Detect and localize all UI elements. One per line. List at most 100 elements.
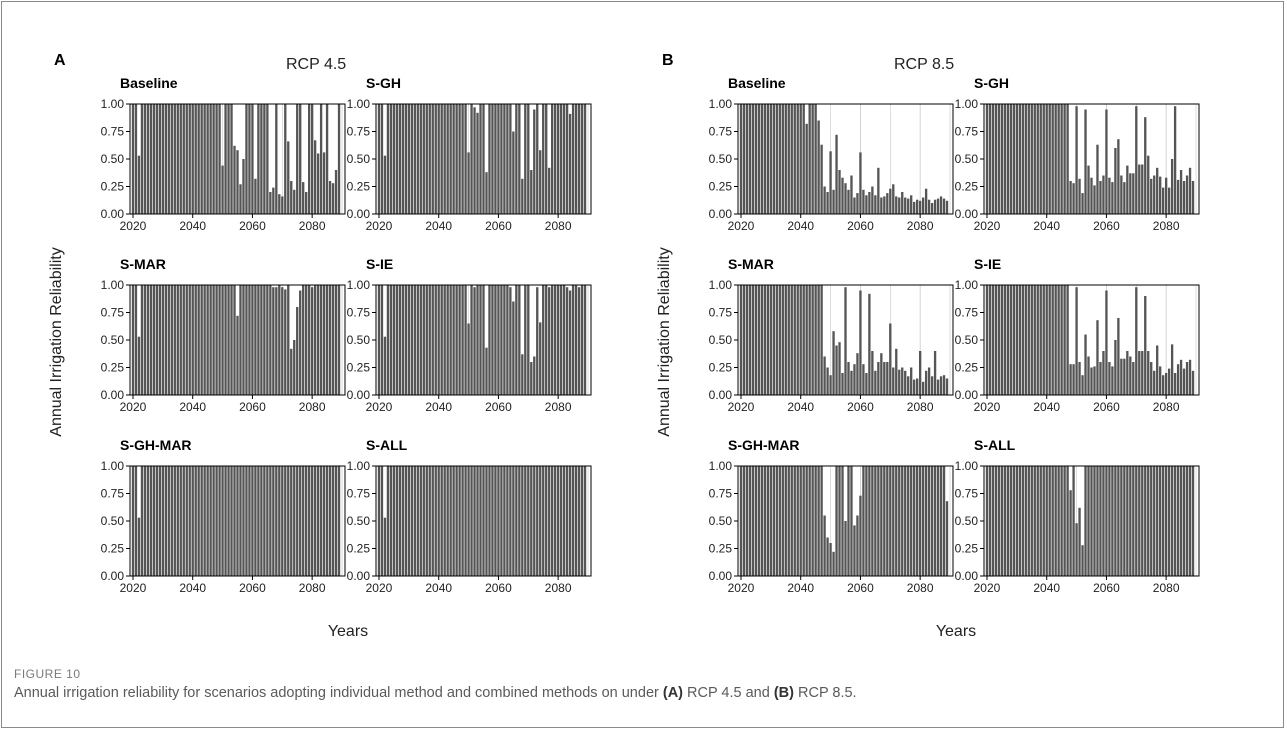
panel-b-s-mar-bar <box>748 285 752 395</box>
panel-a-baseline-bar <box>200 104 203 214</box>
panel-a-s-gh-bar <box>518 104 521 214</box>
panel-b-s-ie-x-tick-label: 2040 <box>1033 400 1060 414</box>
panel-b-s-mar-x-tick-label: 2080 <box>907 400 934 414</box>
panel-a-s-mar-bar <box>316 285 320 395</box>
panel-b-s-all-bar <box>1129 466 1132 576</box>
panel-b-s-gh-y-tick-label: 0.75 <box>955 125 979 139</box>
panel-a-s-gh-mar-bar <box>224 466 227 576</box>
panel-a-s-ie-y-tick-label: 0.50 <box>347 333 371 347</box>
panel-a-s-ie-bar <box>419 285 422 395</box>
panel-a-baseline-bar <box>137 155 141 214</box>
panel-a-s-ie-x-tick-label: 2060 <box>485 400 512 414</box>
panel-a-s-gh-bar <box>377 104 381 214</box>
panel-a-baseline-bar <box>305 192 308 214</box>
panel-b-s-ie-bar <box>1120 358 1123 395</box>
panel-a-baseline-bar <box>245 104 248 214</box>
panel-b-s-ie-bar <box>1000 285 1004 395</box>
panel-a-s-gh-bar <box>407 104 411 214</box>
panel-b-s-gh-mar-bar <box>921 466 925 576</box>
panel-b-s-mar-bar <box>784 285 787 395</box>
panel-a-baseline-x-tick-label: 2060 <box>239 219 266 233</box>
panel-b-s-all-bar <box>1188 466 1192 576</box>
panel-a-s-gh-mar-bar <box>215 466 218 576</box>
panel-b-s-all-bar <box>985 466 989 576</box>
panel-b-s-gh-mar-bar <box>775 466 778 576</box>
panel-a-s-all-bar <box>577 466 581 576</box>
panel-a-s-gh-mar-bar <box>263 466 266 576</box>
panel-a-s-ie-bar <box>437 285 440 395</box>
panel-b-s-mar-bar <box>874 370 877 395</box>
panel-b-s-all-bar <box>1102 466 1105 576</box>
panel-a-s-gh-mar-bar <box>200 466 203 576</box>
panel-a-s-ie-subplot-title: S-IE <box>366 256 393 272</box>
panel-a-s-gh-mar-bar <box>302 466 305 576</box>
panel-b-s-gh-mar-bar <box>808 466 811 576</box>
panel-b-s-ie-bar <box>1176 364 1180 395</box>
panel-b-s-mar-bar <box>754 285 758 395</box>
panel-a-baseline-bar <box>197 104 200 214</box>
panel-b-s-mar-bar <box>790 285 793 395</box>
panel-a-baseline-bar <box>287 141 290 214</box>
panel-b-s-gh-mar-bar <box>754 466 758 576</box>
panel-b-s-gh-mar-bar <box>856 515 859 576</box>
panel-b-baseline-bar <box>829 151 832 214</box>
panel-a-s-all-bar <box>571 466 575 576</box>
panel-b-s-mar-bar <box>757 285 761 395</box>
panel-a-baseline-bar <box>331 183 335 214</box>
panel-a-s-ie-bar <box>530 362 533 395</box>
panel-b-s-all-bar <box>1126 466 1129 576</box>
panel-a-s-mar-bar <box>334 285 338 395</box>
panel-b-s-mar-bar <box>886 362 889 395</box>
panel-b-s-all-bar <box>1027 466 1030 576</box>
panel-a-s-ie-bar <box>452 285 455 395</box>
panel-a-s-ie-bar <box>568 290 572 395</box>
panel-b-s-mar-y-tick-label: 0.00 <box>709 388 733 402</box>
panel-b-s-gh-mar-bar <box>835 466 838 576</box>
panel-a-s-gh-bar <box>455 104 458 214</box>
panel-a-s-ie-bar <box>536 287 539 395</box>
panel-b-s-all-bar <box>997 466 1001 576</box>
panel-a-s-mar-y-tick-label: 0.25 <box>101 361 125 375</box>
panel-a-s-gh-bar <box>512 131 515 214</box>
panel-b-s-all-bar <box>1191 466 1195 576</box>
panel-a-s-gh-mar-bar <box>319 466 323 576</box>
panel-a-s-gh-bar <box>524 104 527 214</box>
panel-b-s-all-bar <box>1159 466 1162 576</box>
panel-a-s-ie-bar <box>392 285 396 395</box>
panel-a-s-ie-bar <box>583 285 587 395</box>
panel-a-baseline-bar <box>337 104 341 214</box>
panel-a-s-gh-bar <box>410 104 413 214</box>
panel-a-s-gh-mar-bar <box>176 466 179 576</box>
panel-b-s-gh-bar <box>1138 164 1141 214</box>
panel-a-s-gh-bar <box>574 104 578 214</box>
panel-a-s-gh-mar-bar <box>149 466 153 576</box>
panel-a-s-gh-bar <box>470 104 473 214</box>
panel-b-s-gh-bar <box>1191 181 1195 214</box>
panel-a-baseline-bar <box>227 104 230 214</box>
panel-b-s-gh-mar-bar <box>745 466 749 576</box>
panel-b-s-gh-bar <box>1042 104 1045 214</box>
panel-b-s-gh-mar-bar <box>748 466 752 576</box>
panel-b-s-mar-bar <box>796 285 799 395</box>
panel-b-s-mar-bar <box>918 351 922 395</box>
panel-a-baseline-bar <box>322 152 326 214</box>
panel-b-s-mar-bar <box>838 342 841 395</box>
panel-b-baseline-y-tick-label: 0.00 <box>709 207 733 221</box>
panel-b-s-gh-bar <box>1111 182 1114 214</box>
panel-b-baseline-bar <box>742 104 746 214</box>
panel-a-s-all-y-tick-label: 0.75 <box>347 487 371 501</box>
panel-a-s-mar-bar <box>131 285 135 395</box>
panel-b-s-mar-bar <box>799 285 802 395</box>
panel-b-s-ie-bar <box>1042 285 1045 395</box>
panel-a-s-mar-x-tick-label: 2080 <box>299 400 326 414</box>
panel-a-s-all-bar <box>476 466 479 576</box>
panel-a-s-gh-bar <box>497 104 500 214</box>
panel-b-s-ie-bar <box>1015 285 1019 395</box>
panel-b-baseline-bar <box>907 198 910 214</box>
panel-b-s-mar-bar <box>835 345 838 395</box>
panel-b-s-ie-y-tick-label: 0.00 <box>955 388 979 402</box>
panel-b-s-gh-mar-bar <box>805 466 808 576</box>
panel-a-baseline-bar <box>191 104 194 214</box>
panel-a-s-gh-mar-bar <box>254 466 257 576</box>
panel-a-s-mar-bar <box>239 285 242 395</box>
